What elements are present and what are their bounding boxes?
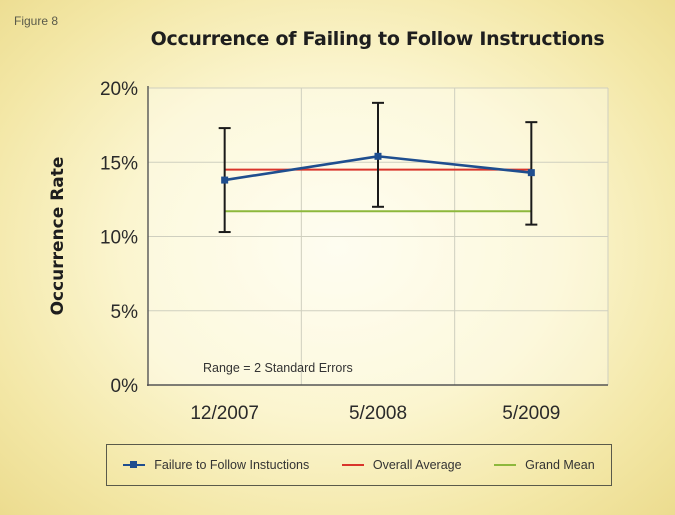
y-tick-label: 20%: [100, 79, 138, 100]
y-tick-label: 10%: [100, 228, 138, 249]
figure-label: Figure 8: [14, 14, 59, 28]
legend-swatch-failure: [123, 461, 146, 468]
y-tick-label: 5%: [111, 302, 139, 323]
chart-title: Occurrence of Failing to Follow Instruct…: [150, 28, 605, 50]
annotation-text: Range = 2 Standard Errors: [203, 361, 353, 375]
x-tick-label: 12/2007: [190, 403, 259, 424]
legend-swatch-overall-average: [341, 464, 364, 466]
legend-label-overall-average: Overall Average: [372, 458, 462, 472]
y-tick-label: 0%: [111, 376, 139, 397]
y-axis-label: Occurrence Rate: [48, 157, 68, 316]
x-tick-label: 5/2008: [349, 403, 407, 424]
x-tick-label: 5/2009: [502, 403, 560, 424]
legend-swatch-grand-mean: [494, 464, 517, 466]
legend-label-failure: Failure to Follow Instuctions: [154, 458, 310, 472]
legend-item-grand-mean: Grand Mean: [494, 458, 595, 472]
legend-item-overall-average: Overall Average: [341, 458, 462, 472]
failure-data-point: [527, 169, 535, 177]
failure-data-point: [221, 176, 229, 184]
legend-item-failure: Failure to Follow Instuctions: [123, 458, 309, 472]
failure-data-point: [374, 152, 382, 160]
legend: Failure to Follow Instuctions Overall Av…: [106, 444, 612, 486]
legend-label-grand-mean: Grand Mean: [525, 458, 595, 472]
y-tick-label: 15%: [100, 153, 138, 174]
